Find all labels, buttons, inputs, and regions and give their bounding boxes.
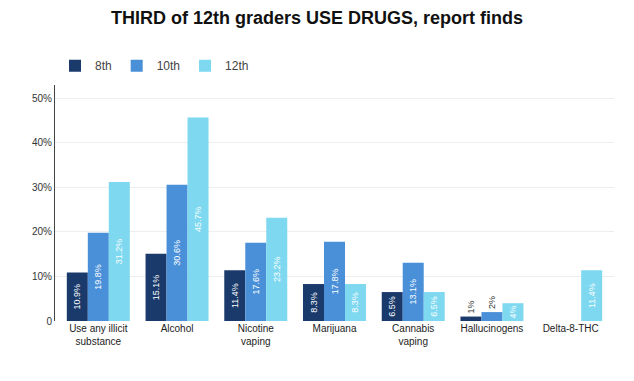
svg-text:11.4%: 11.4% [587, 283, 597, 308]
svg-text:31.2%: 31.2% [114, 239, 124, 265]
svg-text:Use any illicitsubstance: Use any illicitsubstance [69, 323, 128, 347]
svg-text:6.5%: 6.5% [429, 296, 439, 317]
svg-text:Cannabisvaping: Cannabisvaping [392, 323, 434, 347]
svg-text:15.1%: 15.1% [151, 275, 161, 301]
svg-text:17.8%: 17.8% [330, 269, 340, 295]
svg-text:13.1%: 13.1% [408, 279, 418, 305]
svg-text:8.3%: 8.3% [309, 292, 319, 313]
svg-text:1%: 1% [466, 301, 476, 314]
svg-text:20%: 20% [32, 226, 52, 237]
svg-text:40%: 40% [32, 137, 52, 148]
svg-text:THIRD of 12th graders USE DRUG: THIRD of 12th graders USE DRUGS, report … [111, 8, 523, 28]
svg-text:4%: 4% [508, 306, 518, 319]
svg-text:8th: 8th [95, 59, 112, 73]
svg-text:Alcohol: Alcohol [161, 323, 194, 334]
svg-text:Marijuana: Marijuana [313, 323, 357, 334]
svg-text:0: 0 [46, 316, 52, 327]
svg-text:30.6%: 30.6% [172, 240, 182, 266]
svg-text:50%: 50% [32, 93, 52, 104]
svg-text:10th: 10th [157, 59, 180, 73]
svg-text:17.6%: 17.6% [251, 269, 261, 295]
svg-text:10.9%: 10.9% [72, 284, 82, 310]
svg-text:Delta-8-THC: Delta-8-THC [543, 323, 599, 334]
svg-text:30%: 30% [32, 182, 52, 193]
svg-text:8.3%: 8.3% [350, 292, 360, 313]
svg-text:6.5%: 6.5% [387, 296, 397, 317]
svg-text:Nicotinevaping: Nicotinevaping [238, 323, 275, 347]
svg-text:Hallucinogens: Hallucinogens [461, 323, 524, 334]
svg-text:12th: 12th [225, 59, 248, 73]
svg-text:23.2%: 23.2% [272, 257, 282, 283]
svg-text:45.7%: 45.7% [193, 206, 203, 232]
svg-text:10%: 10% [32, 271, 52, 282]
svg-text:2%: 2% [487, 296, 497, 309]
svg-text:11.4%: 11.4% [230, 283, 240, 308]
svg-text:19.8%: 19.8% [93, 264, 103, 290]
